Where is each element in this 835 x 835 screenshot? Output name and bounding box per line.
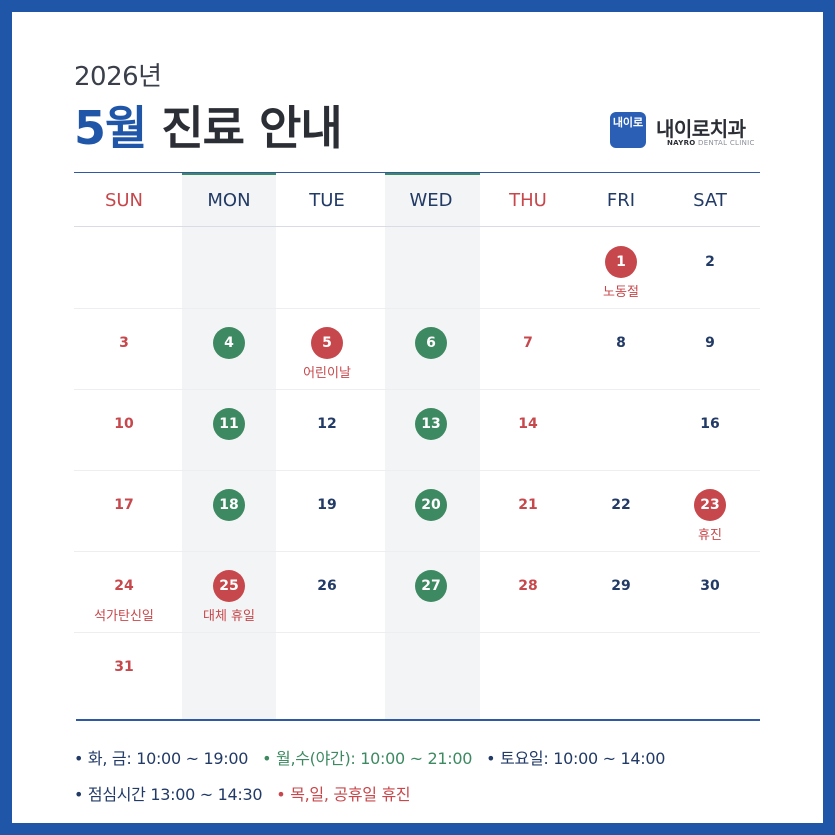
day-cell-19: 19 [278, 489, 376, 521]
legend-lunch: • 점심시간 13:00 ~ 14:30 [74, 785, 263, 804]
title-month: 5월 [74, 101, 147, 155]
day-note: 석가탄신일 [94, 609, 154, 624]
logo-mark-icon: 내이로 [610, 112, 646, 148]
day-cell-20: 20 [382, 489, 480, 521]
day-number: 6 [415, 327, 447, 359]
day-number: 7 [523, 335, 533, 351]
day-number: 28 [518, 578, 538, 594]
calendar-card: 2026년 5월 진료 안내 내이로 내이로치과 NAYRO DENTAL CL… [12, 12, 823, 823]
legend-mon-wed: • 월,수(야간): 10:00 ~ 21:00 [262, 749, 473, 768]
day-cell-29: 29 [572, 570, 670, 602]
day-cell-6: 6 [382, 327, 480, 359]
day-cell-5: 5 어린이날 [278, 327, 376, 381]
hours-legend-line-2: • 점심시간 13:00 ~ 14:30 • 목,일, 공휴일 휴진 [74, 781, 424, 805]
week-divider [74, 470, 760, 471]
day-cell-1: 1 노동절 [572, 246, 670, 300]
weekday-tue: TUE [309, 190, 345, 211]
day-cell-21: 21 [479, 489, 577, 521]
weekday-sat: SAT [693, 190, 727, 211]
day-cell-13: 13 [382, 408, 480, 440]
day-number: 4 [213, 327, 245, 359]
weekday-mon: MON [207, 190, 251, 211]
day-number: 10 [114, 416, 134, 432]
day-cell-11: 11 [180, 408, 278, 440]
day-number: 5 [311, 327, 343, 359]
year-label: 2026년 [74, 62, 162, 92]
page-title: 5월 진료 안내 [74, 92, 343, 158]
day-cell-17: 17 [75, 489, 173, 521]
day-cell-27: 27 [382, 570, 480, 602]
day-number: 14 [518, 416, 538, 432]
day-cell-26: 26 [278, 570, 376, 602]
weekday-thu: THU [509, 190, 547, 211]
day-cell-25: 25 대체 휴일 [180, 570, 278, 624]
day-number: 25 [213, 570, 245, 602]
day-number: 24 [114, 578, 134, 594]
day-number: 1 [605, 246, 637, 278]
day-note: 휴진 [698, 528, 722, 543]
hours-legend-line-1: • 화, 금: 10:00 ~ 19:00 • 월,수(야간): 10:00 ~ … [74, 745, 679, 769]
day-number: 12 [317, 416, 337, 432]
day-number: 13 [415, 408, 447, 440]
day-cell-2: 2 [661, 246, 759, 278]
day-cell-18: 18 [180, 489, 278, 521]
week-divider [74, 389, 760, 390]
day-number: 11 [213, 408, 245, 440]
clinic-name: 내이로치과 [656, 117, 746, 141]
week-divider [74, 308, 760, 309]
day-number: 31 [114, 659, 134, 675]
day-number: 27 [415, 570, 447, 602]
day-cell-3: 3 [75, 327, 173, 359]
legend-closed: • 목,일, 공휴일 휴진 [276, 785, 411, 804]
legend-tue-fri: • 화, 금: 10:00 ~ 19:00 [74, 749, 249, 768]
day-number: 2 [705, 254, 715, 270]
highlight-column-mon [182, 172, 276, 720]
day-number: 20 [415, 489, 447, 521]
day-number: 30 [700, 578, 720, 594]
day-cell-8: 8 [572, 327, 670, 359]
day-cell-10: 10 [75, 408, 173, 440]
day-cell-16: 16 [661, 408, 759, 440]
day-note: 대체 휴일 [203, 609, 255, 624]
weekday-fri: FRI [606, 190, 636, 211]
day-note: 어린이날 [303, 366, 351, 381]
day-cell-22: 22 [572, 489, 670, 521]
weekday-wed: WED [409, 190, 453, 211]
day-number: 23 [694, 489, 726, 521]
week-divider [74, 551, 760, 552]
day-number: 26 [317, 578, 337, 594]
day-number: 29 [611, 578, 631, 594]
week-divider [74, 632, 760, 633]
day-number: 16 [700, 416, 720, 432]
title-rest: 진료 안내 [146, 101, 342, 155]
day-number: 21 [518, 497, 538, 513]
day-cell-30: 30 [661, 570, 759, 602]
day-cell-4: 4 [180, 327, 278, 359]
day-cell-7: 7 [479, 327, 577, 359]
day-cell-31: 31 [75, 651, 173, 683]
day-number: 19 [317, 497, 337, 513]
day-number: 9 [705, 335, 715, 351]
day-cell-24: 24 석가탄신일 [75, 570, 173, 624]
weekday-sun: SUN [104, 190, 144, 211]
legend-saturday: • 토요일: 10:00 ~ 14:00 [486, 749, 666, 768]
day-number: 3 [119, 335, 129, 351]
day-cell-28: 28 [479, 570, 577, 602]
day-number: 18 [213, 489, 245, 521]
day-note: 노동절 [603, 285, 639, 300]
calendar-top-rule [74, 172, 760, 173]
day-number: 17 [114, 497, 134, 513]
clinic-subtitle: NAYRO DENTAL CLINIC [667, 139, 755, 147]
calendar-grid: SUN MON TUE WED THU FRI SAT 1 노동절 2 3 4 5 어린이날 6 7 8 9 10… [74, 172, 760, 721]
calendar-bottom-rule [76, 719, 760, 721]
day-number: 8 [616, 335, 626, 351]
day-cell-12: 12 [278, 408, 376, 440]
day-cell-23: 23 휴진 [661, 489, 759, 543]
day-cell-9: 9 [661, 327, 759, 359]
day-number: 22 [611, 497, 631, 513]
day-cell-14: 14 [479, 408, 577, 440]
highlight-column-wed [385, 172, 480, 720]
header-divider [74, 226, 760, 227]
